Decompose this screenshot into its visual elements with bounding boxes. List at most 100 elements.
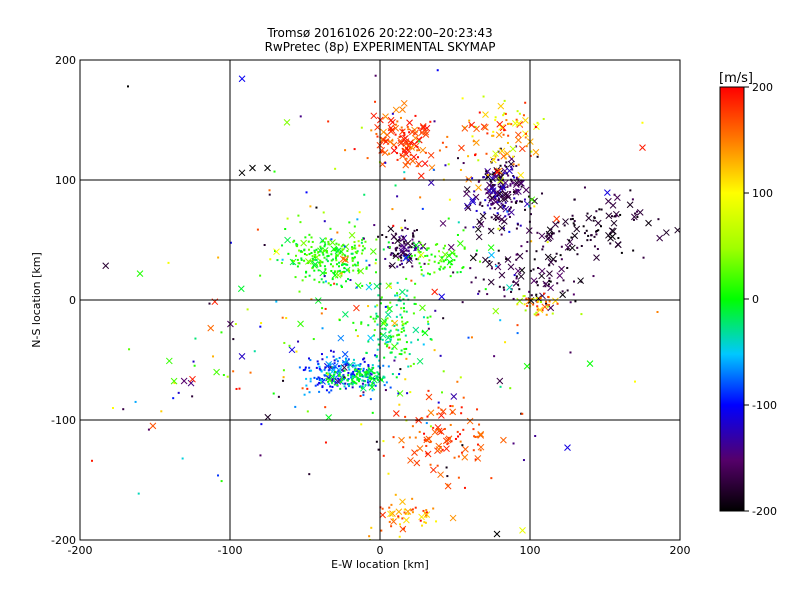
dot-mark <box>582 225 585 228</box>
dot-mark <box>313 376 316 379</box>
dot-mark <box>499 147 502 150</box>
dot-mark <box>310 236 313 239</box>
dot-mark <box>335 247 338 250</box>
dot-mark <box>459 271 462 274</box>
dot-mark <box>396 195 399 198</box>
y-tick-label: 100 <box>55 174 76 187</box>
dot-mark <box>497 158 500 161</box>
dot-mark <box>377 448 380 451</box>
dot-mark <box>536 121 539 124</box>
dot-mark <box>351 364 354 367</box>
dot-mark <box>468 119 471 122</box>
dot-mark <box>329 263 332 266</box>
dot-mark <box>508 230 511 233</box>
dot-mark <box>433 260 436 263</box>
dot-mark <box>134 400 137 403</box>
dot-mark <box>310 369 313 372</box>
dot-mark <box>537 313 540 316</box>
dot-mark <box>450 263 453 266</box>
dot-mark <box>339 380 342 383</box>
dot-mark <box>414 248 417 251</box>
dot-mark <box>507 134 510 137</box>
dot-mark <box>516 324 519 327</box>
dot-mark <box>317 269 320 272</box>
dot-mark <box>485 170 488 173</box>
dot-mark <box>548 279 551 282</box>
dot-mark <box>474 436 477 439</box>
cross-mark <box>605 231 612 239</box>
dot-mark <box>325 389 328 392</box>
dot-mark <box>397 338 400 341</box>
dot-mark <box>429 425 432 428</box>
dot-mark <box>496 212 499 215</box>
cross-mark <box>431 288 439 296</box>
dot-mark <box>394 493 397 496</box>
dot-mark <box>408 131 411 134</box>
dot-mark <box>330 253 333 256</box>
cross-mark <box>408 144 416 151</box>
dot-mark <box>341 263 344 266</box>
cross-mark <box>427 179 435 187</box>
dot-mark <box>397 515 400 518</box>
dot-mark <box>510 123 513 126</box>
dot-mark <box>403 240 406 243</box>
dot-mark <box>384 318 387 321</box>
dot-mark <box>424 521 427 524</box>
dot-mark <box>493 191 496 194</box>
dot-mark <box>263 244 266 247</box>
dot-mark <box>515 200 518 203</box>
cross-mark <box>541 303 549 311</box>
dot-mark <box>437 262 440 265</box>
dot-mark <box>398 298 401 301</box>
dot-mark <box>354 367 357 370</box>
dot-mark <box>385 345 388 348</box>
cross-mark <box>136 270 144 277</box>
dot-mark <box>485 191 488 194</box>
dot-mark <box>351 383 354 386</box>
dot-mark <box>449 423 452 426</box>
dot-mark <box>401 320 404 323</box>
cross-mark <box>594 219 602 227</box>
dot-mark <box>304 368 307 371</box>
cross-mark <box>411 449 418 457</box>
dot-mark <box>328 372 331 375</box>
dot-mark <box>381 507 384 510</box>
dot-mark <box>377 338 380 341</box>
dot-mark <box>333 359 336 362</box>
dot-mark <box>405 277 408 280</box>
dot-mark <box>482 95 485 98</box>
dot-mark <box>318 365 321 368</box>
cross-mark <box>498 224 506 232</box>
dot-mark <box>351 248 354 251</box>
dot-mark <box>406 228 409 231</box>
dot-mark <box>361 284 364 287</box>
dot-mark <box>316 377 319 380</box>
dot-mark <box>362 358 365 361</box>
dot-mark <box>411 497 414 500</box>
dot-mark <box>375 315 378 318</box>
dot-mark <box>419 196 422 199</box>
dot-mark <box>346 249 349 252</box>
colorbar-label: [m/s] <box>719 71 753 86</box>
dot-mark <box>545 300 548 303</box>
dot-mark <box>499 319 502 322</box>
dot-mark <box>315 259 318 262</box>
dot-mark <box>394 146 397 149</box>
dot-mark <box>333 383 336 386</box>
dot-mark <box>566 289 569 292</box>
dot-mark <box>294 276 297 279</box>
dot-mark <box>355 382 358 385</box>
dot-mark <box>512 155 515 158</box>
dot-mark <box>335 242 338 245</box>
grid-lines <box>80 60 680 540</box>
dot-mark <box>374 305 377 308</box>
dot-mark <box>456 430 459 433</box>
dot-mark <box>351 246 354 249</box>
dot-mark <box>535 297 538 300</box>
dot-mark <box>350 372 353 375</box>
dot-mark <box>503 295 506 298</box>
dot-mark <box>600 208 603 211</box>
dot-mark <box>355 252 358 255</box>
cross-mark <box>342 310 349 318</box>
dot-mark <box>403 171 406 174</box>
